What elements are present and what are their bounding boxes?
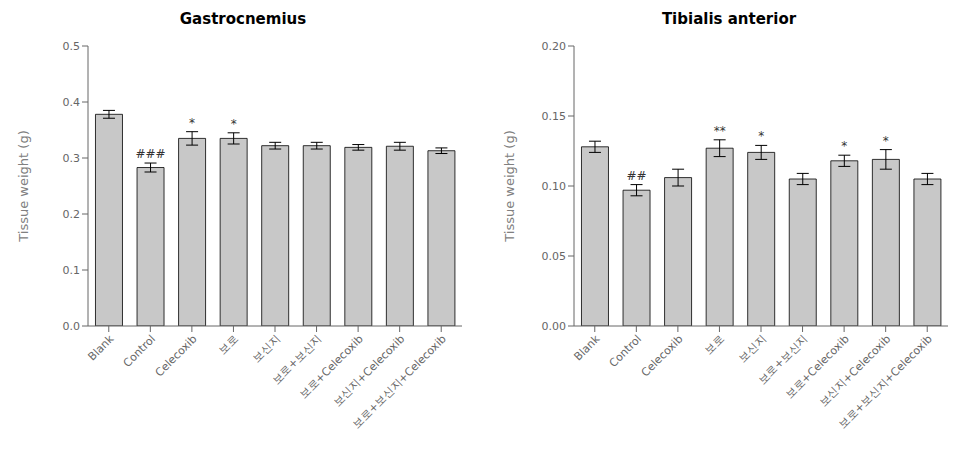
svg-text:보로+보신지+Celecoxib: 보로+보신지+Celecoxib (350, 332, 449, 431)
svg-text:보로: 보로 (216, 332, 241, 357)
svg-text:Blank: Blank (86, 332, 117, 363)
svg-text:0.15: 0.15 (542, 110, 567, 123)
svg-text:0.0: 0.0 (63, 320, 81, 333)
svg-text:0.5: 0.5 (63, 40, 81, 53)
svg-text:0.1: 0.1 (63, 264, 81, 277)
svg-text:보로+Celecoxib: 보로+Celecoxib (296, 332, 366, 402)
svg-text:*: * (231, 117, 237, 131)
svg-text:0.2: 0.2 (63, 208, 81, 221)
svg-text:*: * (758, 129, 764, 143)
svg-text:##: ## (626, 169, 646, 183)
svg-text:###: ### (135, 147, 165, 161)
svg-text:Celecoxib: Celecoxib (153, 332, 200, 379)
svg-text:Control: Control (121, 332, 158, 369)
html-text:Tibialis anterior: Tibialis anterior (661, 10, 797, 28)
svg-text:보신지+Celecoxib: 보신지+Celecoxib (817, 332, 894, 409)
svg-text:Tissue weight (g): Tissue weight (g) (16, 130, 31, 242)
svg-text:0.20: 0.20 (542, 40, 567, 53)
svg-text:*: * (189, 116, 195, 130)
svg-text:0.10: 0.10 (542, 180, 567, 193)
svg-text:Celecoxib: Celecoxib (639, 332, 686, 379)
svg-text:보로+보신지: 보로+보신지 (755, 332, 811, 388)
svg-text:*: * (841, 139, 847, 153)
svg-text:Control: Control (607, 332, 644, 369)
svg-text:0.05: 0.05 (542, 250, 567, 263)
svg-text:보신지: 보신지 (736, 332, 769, 365)
html-text:Gastrocnemius: Gastrocnemius (179, 10, 307, 28)
svg-text:Blank: Blank (572, 332, 603, 363)
svg-text:**: ** (714, 124, 726, 138)
svg-text:보로+Celecoxib: 보로+Celecoxib (782, 332, 852, 402)
svg-text:보신지: 보신지 (250, 332, 283, 365)
svg-text:0.3: 0.3 (63, 152, 81, 165)
svg-text:0.00: 0.00 (542, 320, 567, 333)
svg-text:*: * (883, 134, 889, 148)
svg-text:보로: 보로 (702, 332, 727, 357)
svg-text:보로+보신지+Celecoxib: 보로+보신지+Celecoxib (836, 332, 935, 431)
svg-text:0.4: 0.4 (63, 96, 81, 109)
svg-text:보신지+Celecoxib: 보신지+Celecoxib (331, 332, 408, 409)
svg-text:보로+보신지: 보로+보신지 (269, 332, 325, 388)
svg-text:Tissue weight (g): Tissue weight (g) (502, 130, 517, 242)
